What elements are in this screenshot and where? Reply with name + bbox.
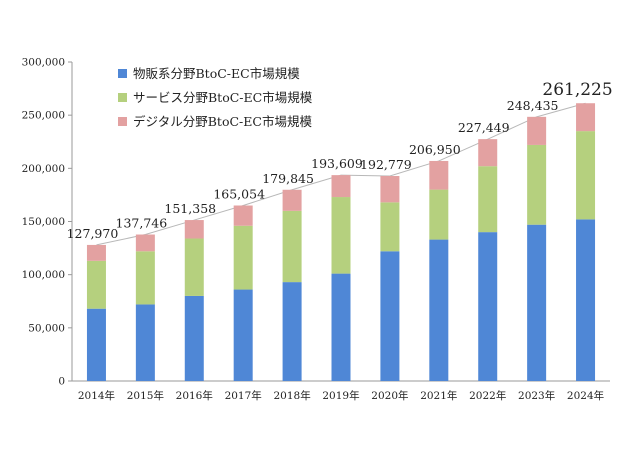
bar-segment-3 xyxy=(233,205,253,226)
bar-segment-3 xyxy=(576,103,596,132)
x-tick-label: 2017年 xyxy=(225,389,262,402)
legend-swatch xyxy=(118,117,127,126)
legend-label: サービス分野BtoC-EC市場規模 xyxy=(133,90,313,105)
bar-segment-3 xyxy=(527,116,547,145)
total-value-label: 137,746 xyxy=(116,216,168,231)
x-axis: 2014年 2015年 2016年 2017年 2018年 2019年 2020年 2021年… xyxy=(72,380,610,402)
x-tick-label: 2022年 xyxy=(469,389,506,402)
bar-segment-1 xyxy=(429,239,449,381)
y-tick-label: 250,000 xyxy=(22,110,65,122)
total-value-label: 192,779 xyxy=(360,157,412,172)
y-tick-label: 50,000 xyxy=(28,322,65,334)
bar-segment-1 xyxy=(86,308,106,381)
bar-segment-2 xyxy=(331,197,351,274)
bar-segment-1 xyxy=(478,232,498,381)
total-value-label: 179,845 xyxy=(262,171,314,186)
total-value-label: 206,950 xyxy=(409,142,461,157)
bar-segment-1 xyxy=(380,251,400,381)
x-tick-label: 2019年 xyxy=(322,389,359,402)
bar-segment-3 xyxy=(331,175,351,198)
x-tick-label: 2020年 xyxy=(371,389,408,402)
bar-segment-3 xyxy=(478,139,498,167)
x-tick-label: 2021年 xyxy=(420,389,457,402)
y-tick-label: 200,000 xyxy=(22,163,65,175)
bar-segment-1 xyxy=(331,273,351,381)
bar-segment-3 xyxy=(184,220,204,239)
y-tick-label: 150,000 xyxy=(22,216,65,228)
legend-label: 物販系分野BtoC-EC市場規模 xyxy=(133,66,300,81)
bar-segment-2 xyxy=(478,166,498,233)
total-value-label: 248,435 xyxy=(507,98,559,113)
x-tick-label: 2014年 xyxy=(78,389,115,402)
bar-segment-2 xyxy=(184,238,204,296)
x-tick-label: 2016年 xyxy=(176,389,213,402)
total-value-label: 151,358 xyxy=(164,201,216,216)
y-tick-label: 300,000 xyxy=(22,57,65,69)
total-value-label: 165,054 xyxy=(213,186,265,201)
bar-segment-2 xyxy=(576,131,596,220)
legend-swatch xyxy=(118,93,127,102)
bar-segment-1 xyxy=(233,289,253,381)
bar-segment-1 xyxy=(576,219,596,381)
bar-segment-3 xyxy=(135,234,155,252)
total-value-label: 193,609 xyxy=(311,156,363,171)
bar-segment-1 xyxy=(282,282,302,381)
bar-segment-3 xyxy=(282,189,302,211)
x-tick-label: 2023年 xyxy=(518,389,555,402)
bar-segment-2 xyxy=(135,251,155,305)
total-value-label: 127,970 xyxy=(67,226,119,241)
y-axis: 0 50,000 100,000 150,000 200,000 250,000 300,0… xyxy=(22,57,73,388)
bar-segment-1 xyxy=(184,295,204,381)
x-tick-label: 2015年 xyxy=(127,389,164,402)
legend: 物販系分野BtoC-EC市場規模サービス分野BtoC-EC市場規模デジタル分野B… xyxy=(118,66,313,129)
bars xyxy=(86,103,596,381)
bar-segment-1 xyxy=(135,304,155,381)
bar-segment-2 xyxy=(429,189,449,240)
bar-segment-2 xyxy=(380,202,400,252)
bar-segment-2 xyxy=(527,144,547,225)
bar-segment-2 xyxy=(233,225,253,290)
bar-segment-2 xyxy=(282,210,302,283)
y-tick-label: 100,000 xyxy=(22,269,65,281)
bar-segment-3 xyxy=(429,160,449,190)
x-tick-label: 2024年 xyxy=(567,389,604,402)
bar-segment-2 xyxy=(86,260,106,309)
bar-segment-3 xyxy=(86,244,106,261)
legend-swatch xyxy=(118,69,127,78)
total-labels: 127,970137,746151,358165,054179,845193,6… xyxy=(67,80,613,241)
bar-segment-3 xyxy=(380,176,400,203)
legend-label: デジタル分野BtoC-EC市場規模 xyxy=(133,114,312,129)
total-value-label: 227,449 xyxy=(458,120,510,135)
x-tick-label: 2018年 xyxy=(273,389,310,402)
y-tick-label: 0 xyxy=(58,376,65,388)
total-value-label: 261,225 xyxy=(542,80,612,100)
bar-segment-1 xyxy=(527,224,547,381)
